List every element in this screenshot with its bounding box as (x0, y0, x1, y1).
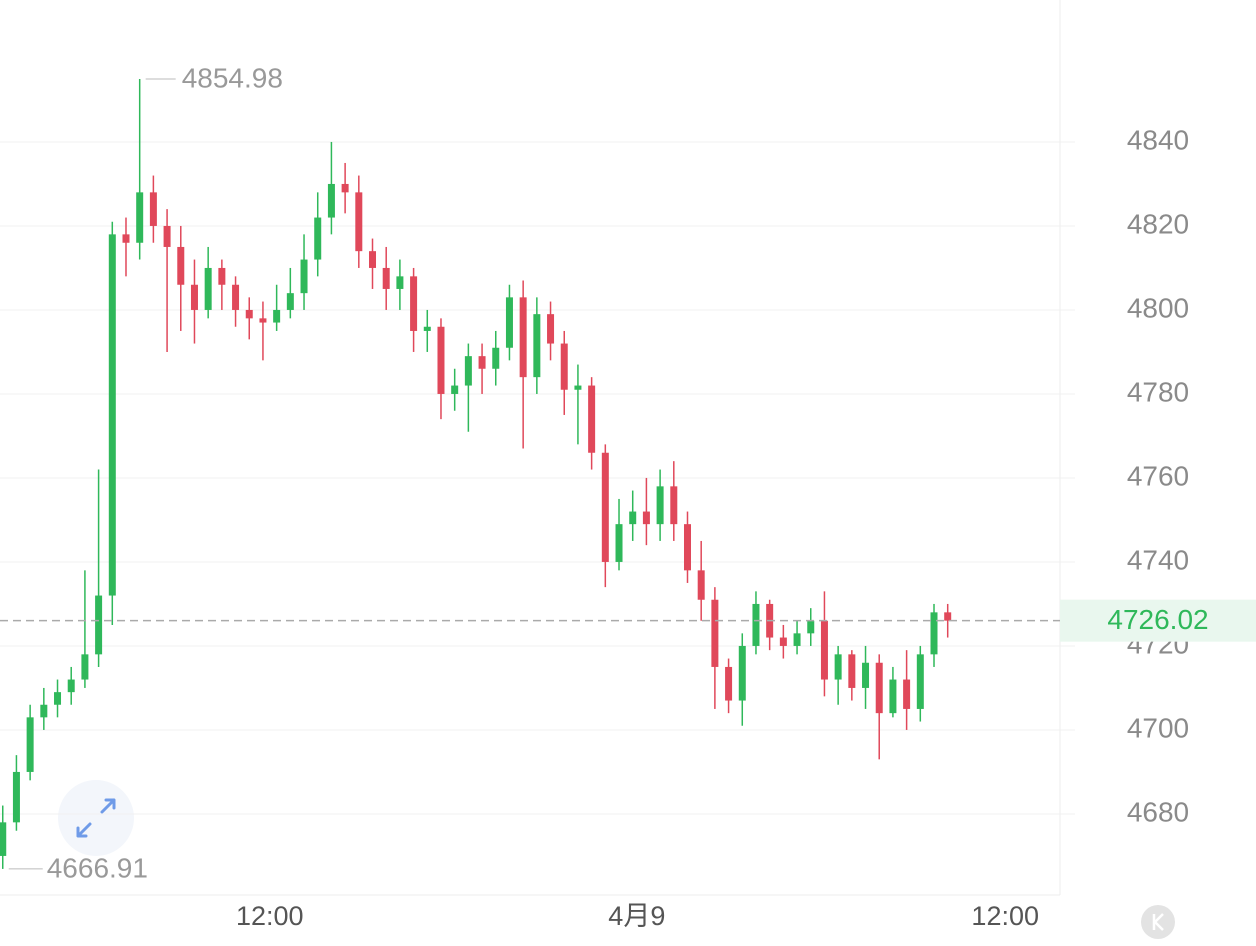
candle-body (670, 486, 678, 525)
candle-body (889, 679, 897, 714)
candle-body (464, 356, 472, 386)
candle-body (944, 612, 952, 621)
candle-body (12, 771, 20, 823)
max-label: 4854.98 (182, 62, 283, 93)
candle-body (204, 267, 212, 310)
candle-body (245, 309, 253, 319)
candle-body (656, 486, 664, 525)
candle-body (862, 662, 870, 688)
candle-body (314, 217, 322, 260)
candle-body (725, 666, 733, 701)
expand-button[interactable] (58, 780, 134, 856)
candle-body (286, 293, 294, 310)
k-bg[interactable] (1141, 905, 1175, 939)
candle-body (916, 654, 924, 709)
candle-body (642, 511, 650, 525)
k-button[interactable] (1141, 905, 1175, 939)
candle-body (108, 234, 116, 596)
candle-body (369, 251, 377, 268)
candle-body (355, 192, 363, 252)
y-tick-label: 4800 (1127, 292, 1189, 323)
candle-body (547, 314, 555, 344)
candle-body (560, 343, 568, 390)
candle-body (601, 452, 609, 562)
last-price-bg (1060, 599, 1256, 642)
candle-body (136, 192, 144, 243)
candle-body (382, 267, 390, 289)
candle-body (615, 524, 623, 562)
candle-body (875, 662, 883, 714)
y-tick-label: 4840 (1127, 124, 1189, 155)
candle-body (793, 633, 801, 646)
candle-body (519, 297, 527, 378)
candle-body (410, 276, 418, 331)
candle-body (190, 284, 198, 310)
x-tick-label: 12:00 (971, 901, 1039, 931)
candle-body (26, 717, 34, 772)
candle-body (327, 183, 335, 218)
candle-body (232, 284, 240, 310)
candle-body (779, 637, 787, 646)
candle-body (54, 692, 62, 705)
y-tick-label: 4820 (1127, 208, 1189, 239)
min-label: 4666.91 (47, 852, 148, 883)
candle-body (149, 192, 157, 226)
candle-body (40, 704, 48, 718)
candle-body (81, 654, 89, 680)
candle-body (848, 654, 856, 688)
expand-bg[interactable] (58, 780, 134, 856)
y-tick-label: 4780 (1127, 376, 1189, 407)
candle-body (711, 599, 719, 667)
candle-body (820, 620, 828, 680)
candle-body (67, 679, 75, 693)
expand-icon[interactable] (76, 798, 116, 838)
candle-body (807, 620, 815, 634)
candle-body (451, 385, 459, 394)
x-tick-label: 4月9 (608, 901, 665, 931)
candle-body (423, 326, 431, 331)
candle-body (738, 645, 746, 701)
candle-body (834, 654, 842, 680)
candle-body (437, 326, 445, 394)
candle-body (259, 318, 267, 323)
candle-body (574, 385, 582, 390)
candle-body (930, 612, 938, 655)
candle-body (122, 234, 130, 243)
y-tick-label: 4700 (1127, 712, 1189, 743)
k-icon[interactable] (1152, 913, 1164, 931)
candle-body (0, 822, 7, 856)
candle-body (163, 225, 171, 247)
candle-body (697, 570, 705, 600)
candle-body (505, 297, 513, 348)
candle-body (273, 309, 281, 323)
candle-body (300, 259, 308, 294)
candle-body (629, 511, 637, 525)
candle-body (752, 603, 760, 646)
candle-body (396, 276, 404, 289)
candle-body (683, 524, 691, 571)
candle-body (218, 267, 226, 285)
candle-body (95, 595, 103, 655)
candle-body (177, 246, 185, 285)
last-price-label: 4726.02 (1107, 604, 1208, 635)
candle-body (478, 356, 486, 369)
y-tick-label: 4760 (1127, 460, 1189, 491)
candle-body (341, 183, 349, 193)
y-tick-label: 4740 (1127, 544, 1189, 575)
x-tick-label: 12:00 (236, 901, 304, 931)
candle-body (903, 679, 911, 709)
candle-body (588, 385, 596, 453)
candle-body (492, 347, 500, 369)
candle-body (533, 314, 541, 378)
y-tick-label: 4680 (1127, 796, 1189, 827)
